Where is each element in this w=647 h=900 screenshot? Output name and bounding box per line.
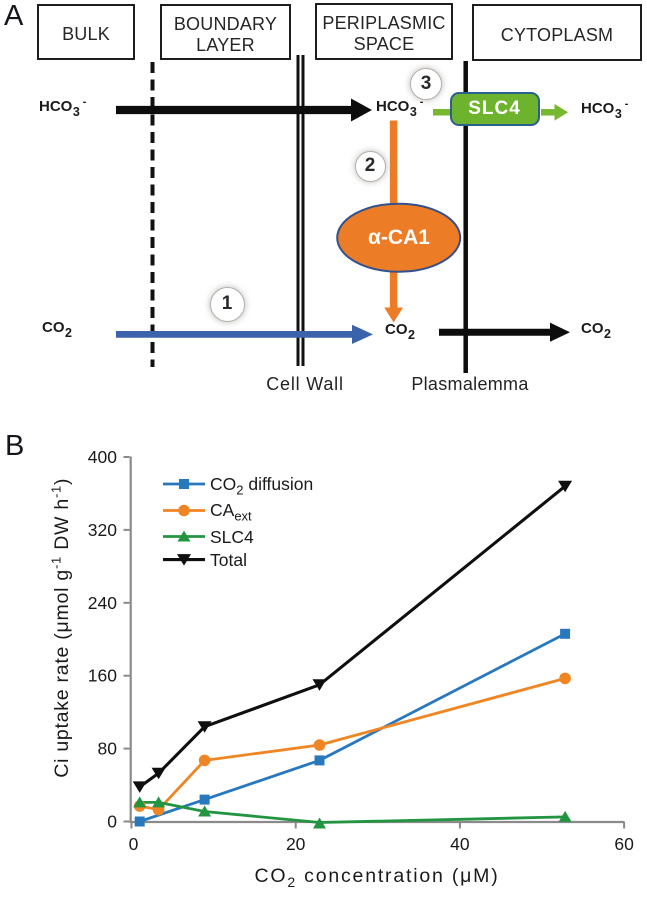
svg-text:320: 320 xyxy=(88,520,117,540)
svg-text:160: 160 xyxy=(88,666,117,686)
svg-text:60: 60 xyxy=(614,834,634,854)
svg-text:40: 40 xyxy=(450,834,470,854)
svg-text:240: 240 xyxy=(88,593,117,613)
svg-text:0: 0 xyxy=(107,812,117,832)
svg-text:0: 0 xyxy=(129,834,139,854)
svg-text:80: 80 xyxy=(98,739,118,759)
svg-text:20: 20 xyxy=(286,834,306,854)
svg-text:400: 400 xyxy=(88,447,117,467)
